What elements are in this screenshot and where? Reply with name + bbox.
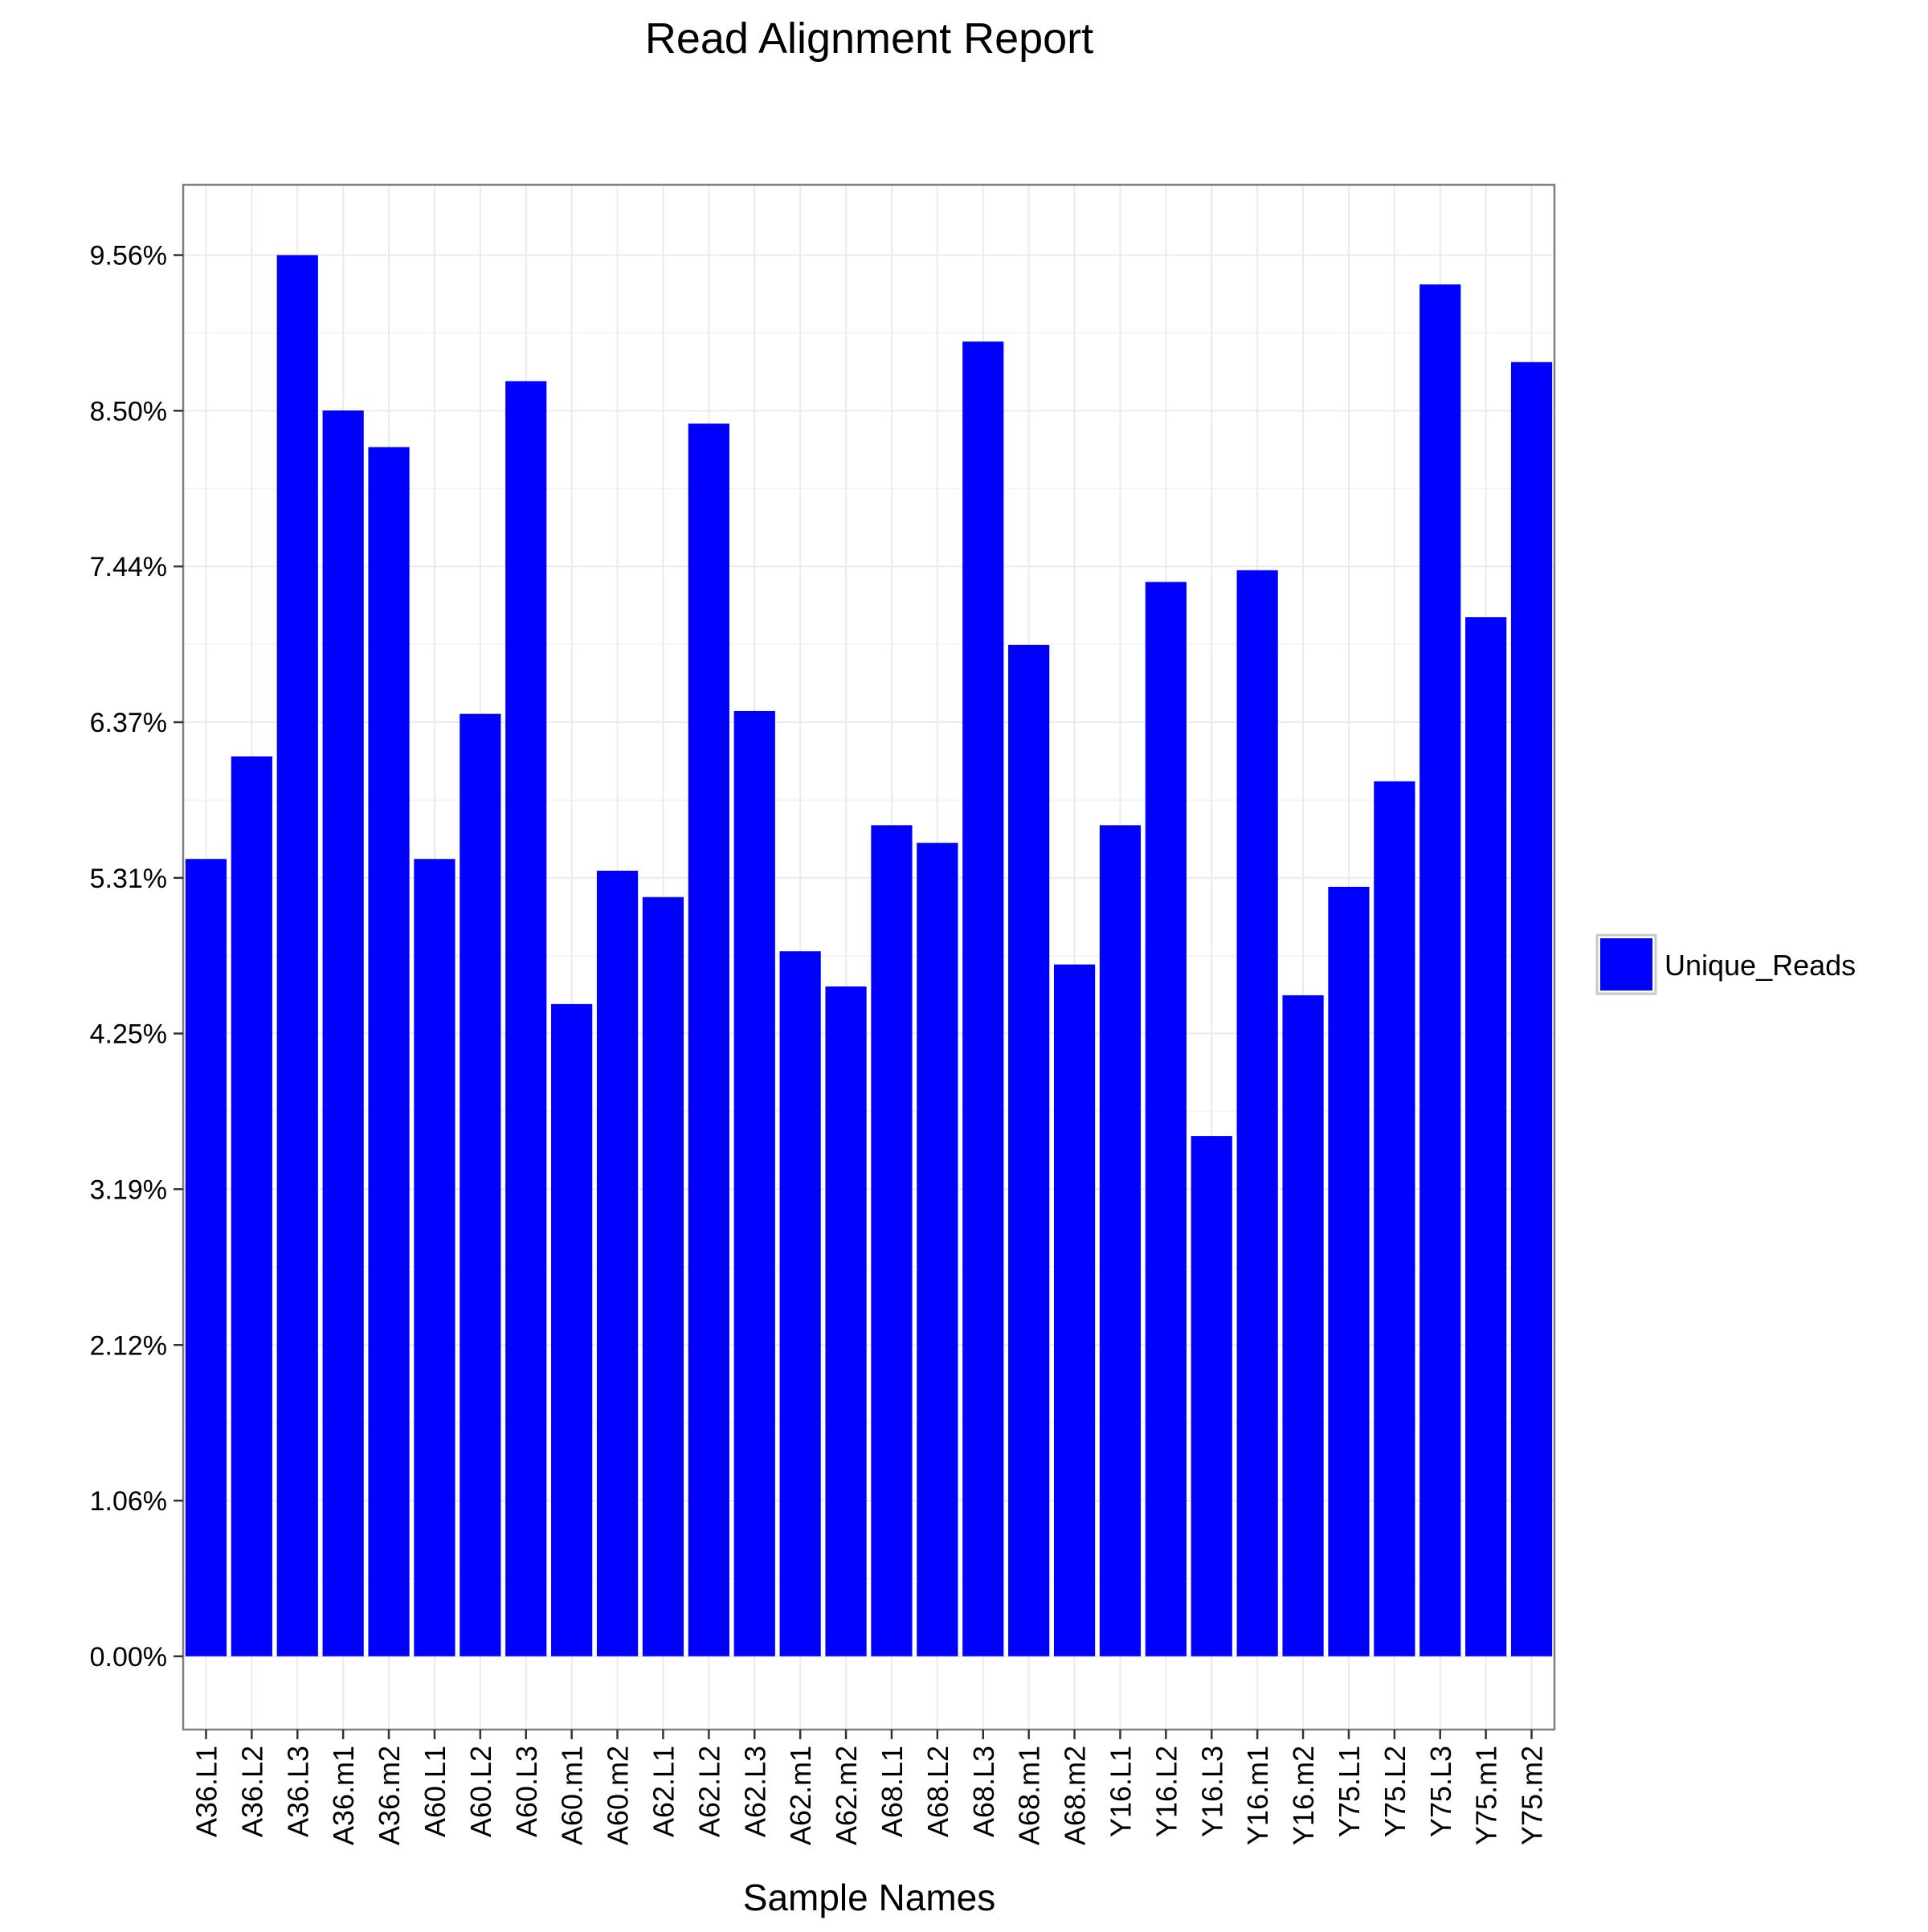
x-tick-label: A62.L3 bbox=[738, 1746, 771, 1837]
y-tick-label: 9.56% bbox=[90, 241, 167, 272]
bar-a68-m1 bbox=[1008, 644, 1050, 1656]
x-tick-label: Y16.m2 bbox=[1287, 1746, 1320, 1845]
bar-y75-l3 bbox=[1419, 284, 1461, 1656]
x-axis-label: Sample Names bbox=[743, 1877, 995, 1918]
x-tick-label: A36.m1 bbox=[327, 1746, 360, 1845]
x-tick-label: A68.L3 bbox=[967, 1746, 1000, 1837]
bar-a36-m2 bbox=[368, 447, 410, 1656]
x-tick-label: Y16.L3 bbox=[1195, 1746, 1228, 1837]
x-tick-label: Y16.m1 bbox=[1241, 1746, 1274, 1845]
bar-a62-m2 bbox=[825, 986, 867, 1656]
bar-a36-l3 bbox=[276, 255, 318, 1656]
x-tick-label: A68.m2 bbox=[1059, 1746, 1092, 1845]
bar-y16-l2 bbox=[1145, 582, 1187, 1656]
y-tick-label: 8.50% bbox=[90, 396, 167, 427]
y-tick-label: 7.44% bbox=[90, 552, 167, 582]
x-tick-label: A60.L2 bbox=[464, 1746, 497, 1837]
bar-a68-l3 bbox=[962, 341, 1004, 1656]
bar-y75-m2 bbox=[1510, 361, 1553, 1656]
y-tick-label: 0.00% bbox=[90, 1642, 167, 1673]
bar-y16-l1 bbox=[1099, 825, 1142, 1656]
x-tick-label: A68.m1 bbox=[1013, 1746, 1046, 1845]
bar-y75-l1 bbox=[1328, 886, 1370, 1656]
x-tick-label: A60.L3 bbox=[510, 1746, 543, 1837]
x-tick-label: A36.m2 bbox=[373, 1746, 406, 1845]
plot-panel bbox=[183, 185, 1554, 1730]
plot-border bbox=[182, 183, 1556, 1731]
bar-a68-l1 bbox=[871, 825, 913, 1656]
bar-a60-l1 bbox=[414, 859, 455, 1656]
bar-a62-l2 bbox=[688, 423, 729, 1656]
x-tick-label: A62.m2 bbox=[830, 1746, 863, 1845]
bar-a36-l1 bbox=[185, 859, 227, 1656]
bar-a68-l2 bbox=[917, 843, 958, 1656]
x-tick-label: Y75.m2 bbox=[1516, 1746, 1549, 1845]
legend-key-unique-reads bbox=[1600, 938, 1652, 991]
y-tick-label: 1.06% bbox=[90, 1486, 167, 1517]
bar-a36-l2 bbox=[231, 756, 272, 1656]
x-tick-label: Y75.L1 bbox=[1333, 1746, 1366, 1837]
y-tick-label: 6.37% bbox=[90, 708, 167, 738]
x-tick-label: A36.L1 bbox=[190, 1746, 223, 1837]
bar-y16-m1 bbox=[1236, 570, 1278, 1656]
x-tick-label: A36.L2 bbox=[235, 1746, 268, 1837]
bar-a60-m1 bbox=[551, 1003, 593, 1656]
bar-y16-m2 bbox=[1282, 995, 1324, 1656]
legend-label: Unique_Reads bbox=[1665, 949, 1856, 982]
x-tick-label: Y75.L2 bbox=[1379, 1746, 1411, 1837]
x-tick-label: A62.L1 bbox=[647, 1746, 680, 1837]
bar-a62-l3 bbox=[733, 710, 775, 1656]
y-tick-label: 2.12% bbox=[90, 1330, 167, 1361]
x-tick-label: Y75.L3 bbox=[1424, 1746, 1457, 1837]
x-tick-label: A60.m1 bbox=[556, 1746, 589, 1845]
x-tick-label: A62.m1 bbox=[784, 1746, 817, 1845]
y-tick-label: 3.19% bbox=[90, 1174, 167, 1205]
bar-a62-m1 bbox=[779, 951, 821, 1656]
x-tick-label: Y16.L2 bbox=[1150, 1746, 1183, 1837]
x-tick-label: A36.L3 bbox=[281, 1746, 314, 1837]
x-tick-label: Y16.L1 bbox=[1104, 1746, 1137, 1837]
bar-y75-m1 bbox=[1465, 617, 1507, 1656]
bar-y16-l3 bbox=[1191, 1136, 1232, 1656]
legend: Unique_Reads bbox=[1595, 933, 1856, 995]
x-tick-label: A68.L1 bbox=[876, 1746, 909, 1837]
x-tick-label: A62.L2 bbox=[692, 1746, 725, 1837]
y-tick-label: 5.31% bbox=[90, 864, 167, 894]
chart-title: Read Alignment Report bbox=[645, 14, 1093, 63]
x-tick-label: A60.m2 bbox=[602, 1746, 635, 1845]
x-tick-label: A60.L1 bbox=[419, 1746, 451, 1837]
y-tick-label: 4.25% bbox=[90, 1019, 167, 1050]
bar-a60-l3 bbox=[505, 381, 547, 1656]
bar-a68-m2 bbox=[1053, 964, 1096, 1656]
x-tick-label: Y75.m1 bbox=[1470, 1746, 1503, 1845]
bar-a60-l2 bbox=[460, 713, 501, 1656]
bar-a62-l1 bbox=[642, 897, 684, 1656]
x-tick-label: A68.L2 bbox=[921, 1746, 954, 1837]
bar-a60-m2 bbox=[596, 870, 639, 1656]
bar-y75-l2 bbox=[1374, 781, 1415, 1656]
bar-a36-m1 bbox=[322, 410, 364, 1656]
